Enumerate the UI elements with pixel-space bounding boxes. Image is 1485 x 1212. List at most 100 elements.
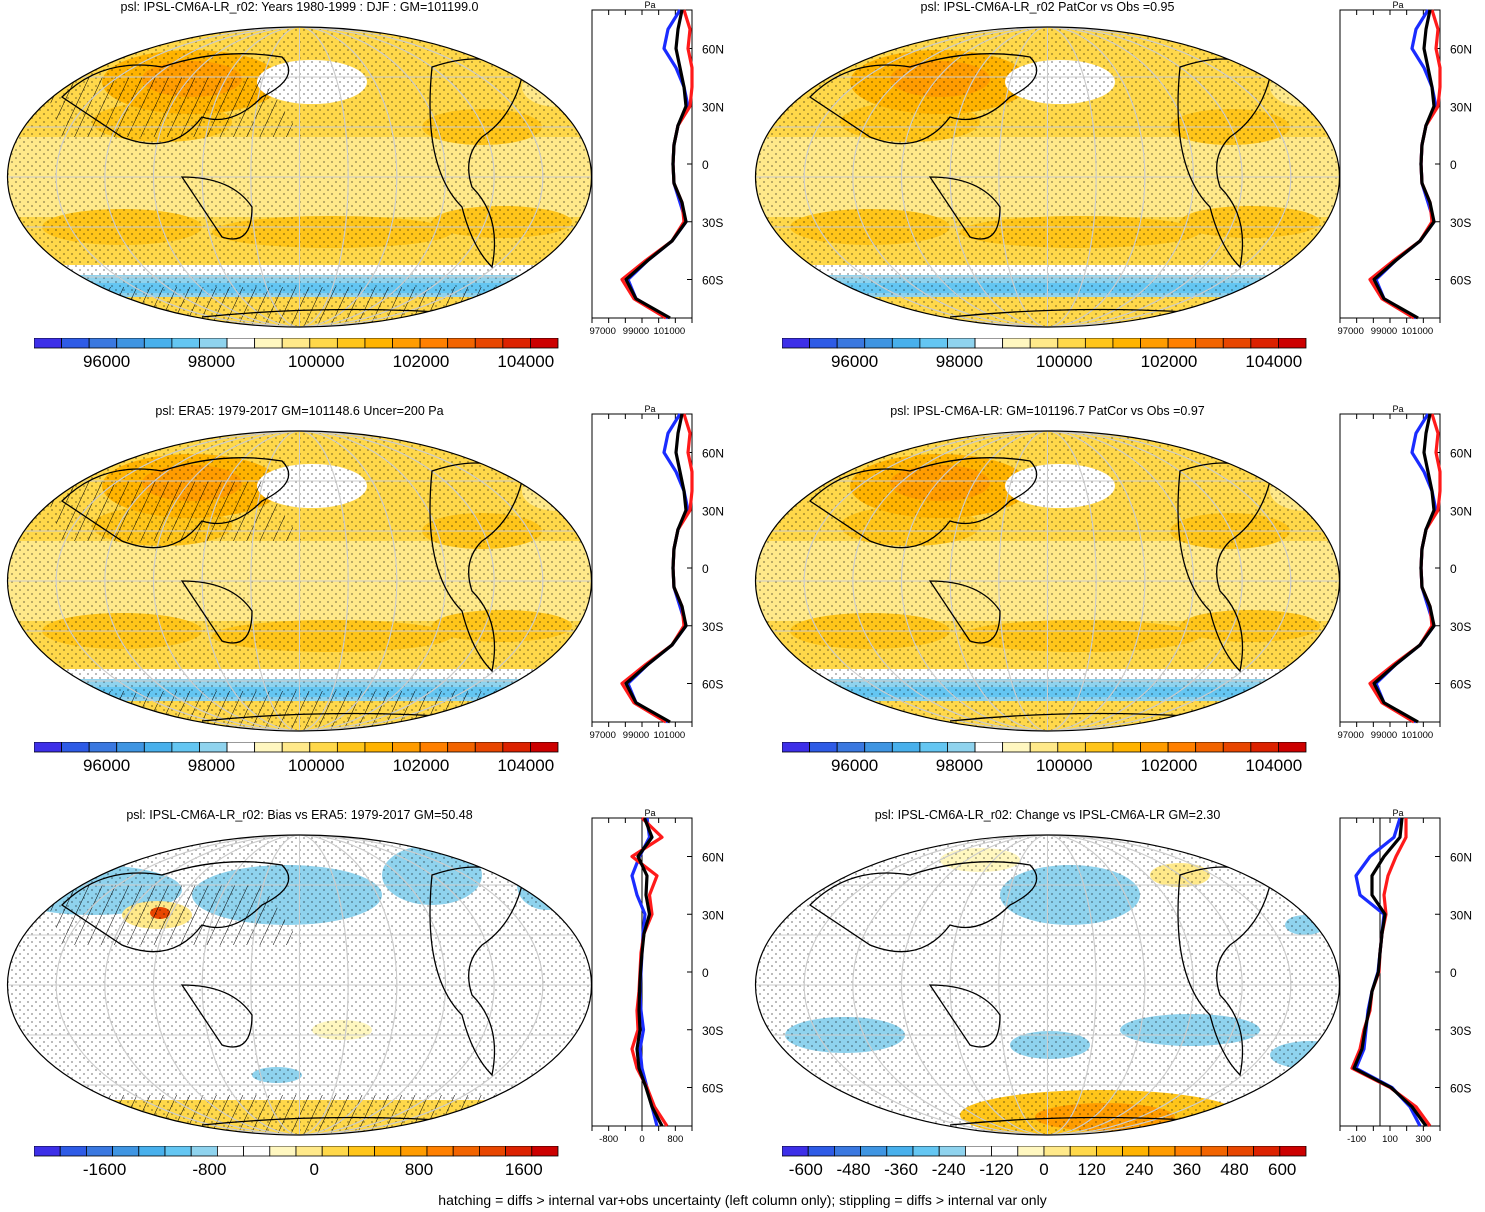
colorbar-swatch bbox=[531, 1146, 559, 1157]
colorbar-swatch bbox=[991, 1146, 1019, 1157]
colorbar-swatch bbox=[226, 742, 256, 753]
panel-title: psl: IPSL-CM6A-LR_r02 PatCor vs Obs =0.9… bbox=[920, 0, 1175, 14]
colorbar-swatch bbox=[1278, 742, 1307, 753]
colorbar-swatch bbox=[226, 338, 256, 349]
colorbar-swatch bbox=[474, 742, 504, 753]
colorbar-swatch bbox=[1148, 1146, 1176, 1157]
panel-title: psl: IPSL-CM6A-LR_r02: Years 1980-1999 :… bbox=[120, 0, 479, 14]
colorbar-label: 240 bbox=[1125, 1160, 1154, 1179]
colorbar-label: -240 bbox=[931, 1160, 966, 1179]
colorbar-label: 96000 bbox=[82, 756, 131, 775]
lat-tick-label: 30S bbox=[702, 620, 723, 634]
colorbar-swatch bbox=[1140, 742, 1169, 753]
colorbar-swatch bbox=[34, 1146, 61, 1157]
profile-unit: Pa bbox=[1392, 404, 1403, 414]
colorbar-label: -480 bbox=[836, 1160, 871, 1179]
zonal-profile-4: Pa 60N 30N 0 30S 60S -800 0 800 bbox=[591, 808, 724, 1145]
colorbar bbox=[782, 742, 1307, 753]
colorbar-swatch bbox=[61, 338, 90, 349]
colorbar-swatch bbox=[419, 742, 449, 753]
colorbar-swatch bbox=[392, 742, 421, 753]
colorbar-label: 96000 bbox=[830, 756, 879, 775]
profile-x-tick: 101000 bbox=[653, 326, 685, 337]
map-field bbox=[7, 27, 592, 327]
colorbar-swatch bbox=[1043, 1146, 1071, 1157]
colorbar-swatch bbox=[254, 742, 283, 753]
lat-tick-label: 30N bbox=[1450, 504, 1472, 518]
colorbar-swatch bbox=[447, 338, 476, 349]
map-0 bbox=[6, 26, 593, 328]
lat-tick-label: 30N bbox=[702, 504, 724, 518]
colorbar-swatch bbox=[807, 1146, 835, 1157]
colorbar-label: 100000 bbox=[287, 352, 345, 371]
colorbar-label: 104000 bbox=[497, 352, 555, 371]
colorbar-swatch bbox=[1167, 742, 1197, 753]
colorbar-swatch bbox=[502, 338, 531, 349]
colorbar-swatch bbox=[782, 338, 810, 349]
colorbar-swatch bbox=[864, 742, 893, 753]
profile-x-tick: 0 bbox=[639, 1134, 644, 1145]
map-field bbox=[755, 835, 1340, 1135]
colorbar-label: 104000 bbox=[1245, 756, 1303, 775]
profile-line-2 bbox=[1372, 413, 1436, 724]
colorbar-label: 1600 bbox=[504, 1160, 543, 1179]
colorbar-swatch bbox=[447, 742, 476, 753]
colorbar-swatch bbox=[34, 742, 62, 753]
colorbar-label: 102000 bbox=[1140, 756, 1198, 775]
colorbar-swatch bbox=[216, 1146, 244, 1157]
profile-x-tick: 300 bbox=[1415, 1134, 1431, 1145]
lat-tick-label: 60S bbox=[1450, 274, 1471, 288]
colorbar-swatch bbox=[143, 338, 173, 349]
profile-x-tick: 101000 bbox=[1401, 730, 1433, 741]
colorbar-swatch bbox=[426, 1146, 454, 1157]
colorbar-swatch bbox=[336, 338, 366, 349]
colorbar-label: 98000 bbox=[187, 756, 236, 775]
colorbar-label: -600 bbox=[788, 1160, 823, 1179]
colorbar-label: -1600 bbox=[82, 1160, 127, 1179]
lat-tick-label: 0 bbox=[1450, 966, 1457, 980]
profile-line-2 bbox=[635, 817, 664, 1127]
colorbar-swatch bbox=[309, 742, 338, 753]
colorbar bbox=[34, 1146, 559, 1157]
colorbar-swatch bbox=[321, 1146, 349, 1157]
colorbar bbox=[34, 338, 559, 349]
colorbar-swatch bbox=[947, 742, 976, 753]
colorbar-swatch bbox=[281, 742, 311, 753]
colorbar-label: 120 bbox=[1077, 1160, 1106, 1179]
lat-tick-label: 0 bbox=[702, 966, 709, 980]
colorbar-swatch bbox=[1002, 338, 1031, 349]
colorbar-swatch bbox=[809, 742, 838, 753]
colorbar-swatch bbox=[782, 1146, 809, 1157]
panel-title: psl: ERA5: 1979-2017 GM=101148.6 Uncer=2… bbox=[155, 404, 444, 418]
colorbar-swatch bbox=[452, 1146, 480, 1157]
lat-tick-label: 60S bbox=[702, 1082, 723, 1096]
colorbar bbox=[782, 338, 1307, 349]
colorbar-swatch bbox=[138, 1146, 166, 1157]
colorbar-swatch bbox=[281, 338, 311, 349]
profile-x-tick: 97000 bbox=[589, 326, 615, 337]
colorbar-label: 0 bbox=[309, 1160, 319, 1179]
lat-tick-label: 60N bbox=[1450, 851, 1472, 865]
colorbar-label: -800 bbox=[192, 1160, 227, 1179]
map-2 bbox=[6, 430, 593, 732]
lat-tick-label: 0 bbox=[702, 562, 709, 576]
colorbar-swatch bbox=[919, 742, 948, 753]
colorbar bbox=[34, 742, 559, 753]
lat-tick-label: 0 bbox=[702, 158, 709, 172]
colorbar-swatch bbox=[474, 338, 504, 349]
colorbar-label: 104000 bbox=[1245, 352, 1303, 371]
colorbar-label: -360 bbox=[884, 1160, 919, 1179]
colorbar-swatch bbox=[254, 338, 283, 349]
profile-unit: Pa bbox=[1392, 0, 1403, 10]
colorbar-swatch bbox=[891, 338, 921, 349]
zonal-profile-3: Pa 60N 30N 0 30S 60S 97000 99000 101000 bbox=[1337, 404, 1472, 741]
profile-x-tick: 100 bbox=[1382, 1134, 1398, 1145]
colorbar-swatch bbox=[836, 338, 866, 349]
lat-tick-label: 0 bbox=[1450, 562, 1457, 576]
colorbar-swatch bbox=[59, 1146, 87, 1157]
lat-tick-label: 60S bbox=[702, 678, 723, 692]
map-field bbox=[755, 431, 1340, 731]
colorbar-swatch bbox=[1095, 1146, 1123, 1157]
colorbar-swatch bbox=[419, 338, 449, 349]
colorbar-swatch bbox=[1084, 742, 1114, 753]
